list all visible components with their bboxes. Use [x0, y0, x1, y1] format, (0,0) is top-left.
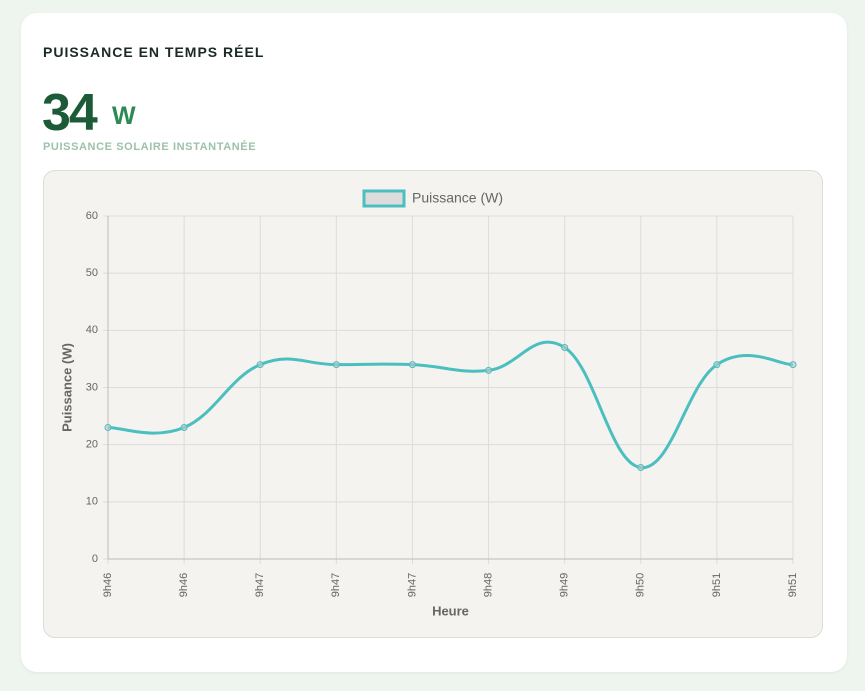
data-point [408, 361, 416, 369]
x-tick-label: 9h48 [482, 573, 494, 597]
x-tick-label: 9h47 [330, 573, 342, 597]
y-tick-label: 30 [86, 381, 98, 393]
data-point [485, 366, 493, 374]
y-tick-label: 10 [86, 496, 98, 508]
data-point [180, 424, 188, 432]
y-tick-label: 40 [86, 324, 98, 336]
data-point [332, 361, 340, 369]
data-point [104, 424, 112, 432]
y-tick-label: 60 [86, 210, 98, 222]
y-tick-label: 50 [86, 267, 98, 279]
data-point [713, 361, 721, 369]
x-tick-label: 9h46 [178, 573, 190, 597]
y-axis-title: Puissance (W) [59, 343, 74, 432]
y-tick-label: 20 [86, 439, 98, 451]
x-tick-label: 9h46 [102, 573, 114, 597]
series-line [107, 340, 794, 470]
data-point [637, 464, 645, 472]
x-tick-label: 9h51 [787, 573, 799, 597]
legend-label: Puissance (W) [412, 190, 503, 206]
x-tick-label: 9h50 [635, 573, 647, 597]
y-tick-label: 0 [92, 553, 98, 565]
x-tick-label: 9h47 [406, 573, 418, 597]
data-point [789, 361, 797, 369]
power-value: 34 [42, 84, 98, 142]
data-point [561, 343, 569, 351]
card-title: PUISSANCE EN TEMPS RÉEL [43, 44, 265, 60]
legend-swatch [362, 189, 406, 208]
x-axis-title: Heure [432, 603, 469, 618]
power-unit: W [112, 102, 136, 130]
card: PUISSANCE EN TEMPS RÉEL 34 W PUISSANCE S… [21, 13, 847, 672]
x-tick-label: 9h47 [254, 573, 266, 597]
x-tick-label: 9h49 [559, 573, 571, 597]
power-subtitle: PUISSANCE SOLAIRE INSTANTANÉE [43, 141, 257, 153]
data-point [256, 361, 264, 369]
chart-box [43, 170, 823, 638]
x-tick-label: 9h51 [711, 573, 723, 597]
